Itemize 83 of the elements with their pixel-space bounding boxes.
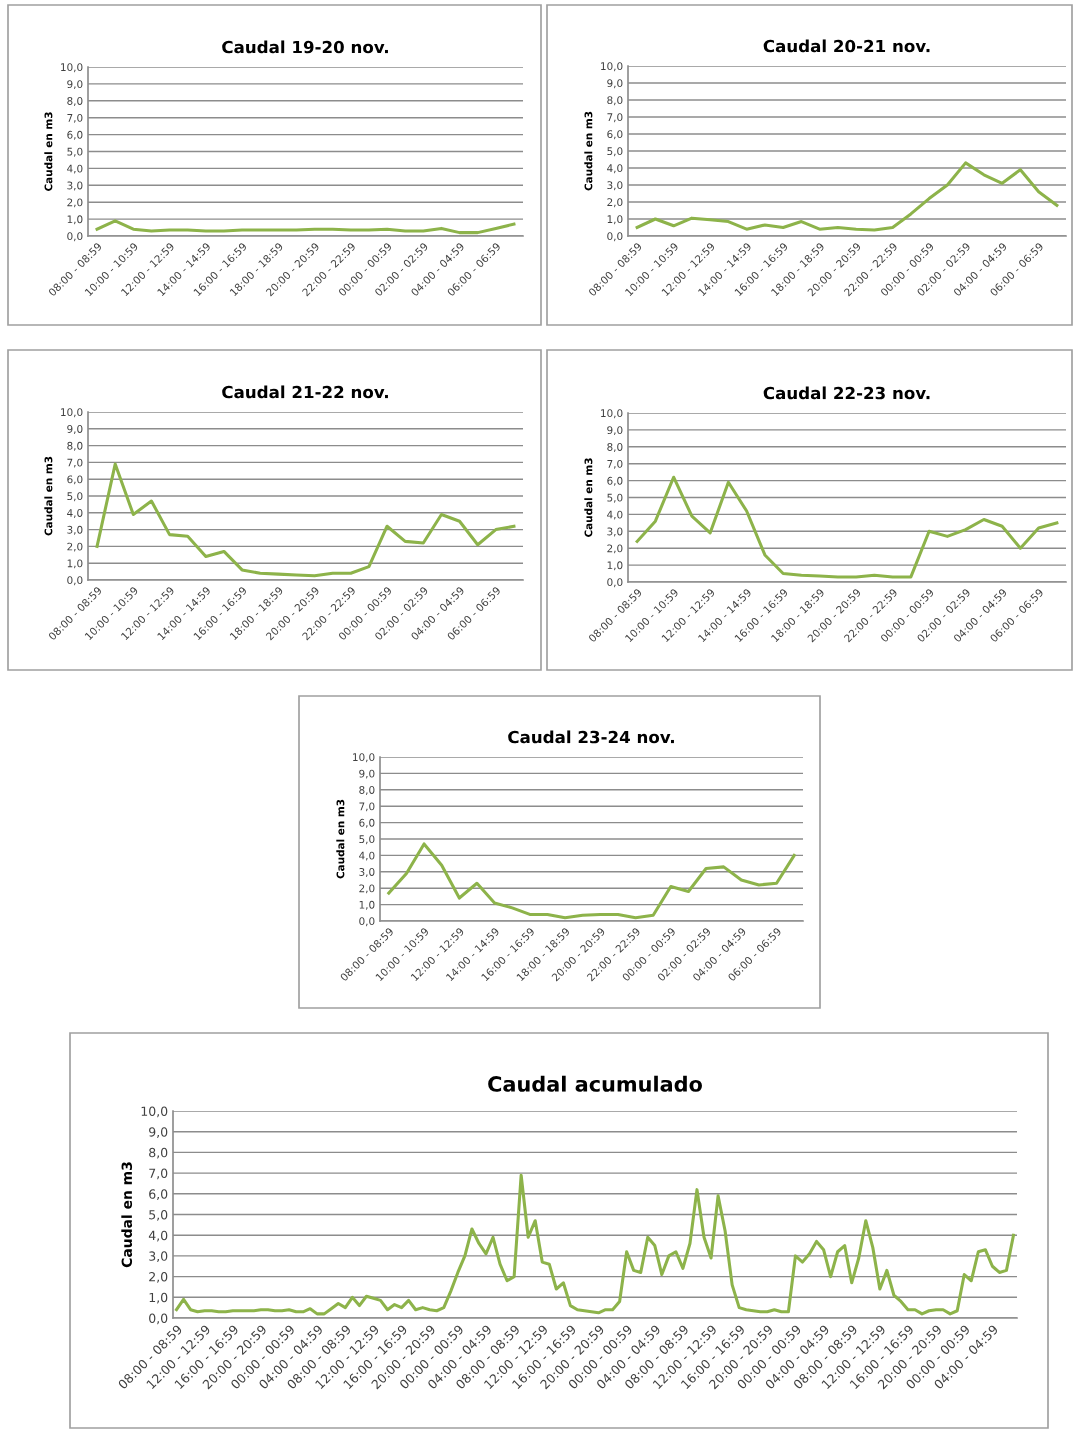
y-tick-label: 1,0 (607, 215, 623, 225)
y-tick-label: 2,0 (67, 542, 83, 552)
y-tick-label: 3,0 (149, 1251, 168, 1263)
y-tick-label: 9,0 (607, 426, 623, 436)
y-tick-label: 2,0 (149, 1272, 168, 1283)
line-series (635, 161, 1059, 232)
y-tick-label: 5,0 (607, 147, 623, 157)
y-tick-label: 6,0 (67, 475, 83, 485)
line-series (95, 219, 516, 235)
y-tick-label: 4,0 (607, 510, 623, 520)
y-tick-label: 10,0 (141, 1106, 168, 1118)
y-tick-label: 2,0 (607, 198, 623, 208)
y-tick-label: 2,0 (67, 198, 83, 208)
y-tick-label: 6,0 (607, 130, 623, 140)
y-tick-label: 10,0 (601, 409, 623, 419)
y-tick-label: 6,0 (359, 818, 375, 828)
y-tick-label: 0,0 (67, 232, 83, 242)
chart-title: Caudal 21-22 nov. (222, 385, 388, 399)
y-tick-label: 1,0 (359, 900, 375, 910)
y-tick-label: 1,0 (67, 559, 83, 569)
y-tick-label: 3,0 (67, 525, 83, 535)
y-tick-label: 0,0 (607, 232, 623, 242)
y-tick-label: 7,0 (67, 458, 83, 468)
y-tick-label: 8,0 (67, 97, 83, 106)
y-tick-label: 9,0 (67, 425, 83, 434)
y-tick-label: 4,0 (359, 851, 375, 861)
y-tick-label: 3,0 (359, 868, 375, 877)
y-tick-label: 5,0 (359, 835, 375, 845)
y-tick-label: 7,0 (67, 113, 83, 123)
y-tick-label: 5,0 (607, 493, 623, 503)
y-tick-label: 10,0 (601, 62, 623, 72)
y-tick-label: 6,0 (607, 476, 623, 486)
chart-title: Caudal acumulado (488, 1075, 702, 1092)
y-tick-label: 7,0 (359, 802, 375, 812)
chart-title: Caudal 23-24 nov. (508, 730, 674, 744)
y-tick-label: 1,0 (149, 1292, 168, 1304)
y-tick-label: 3,0 (607, 181, 623, 191)
y-tick-label: 0,0 (67, 576, 83, 586)
y-tick-label: 9,0 (67, 80, 83, 90)
y-tick-label: 10,0 (61, 63, 83, 73)
y-axis-title: Caudal en m3 (121, 1162, 133, 1268)
y-tick-label: 3,0 (607, 527, 623, 537)
y-tick-label: 10,0 (353, 753, 375, 763)
y-tick-label: 0,0 (359, 917, 375, 927)
line-series (387, 842, 796, 920)
chart-title: Caudal 20-21 nov. (763, 39, 930, 53)
y-tick-label: 2,0 (359, 884, 375, 894)
y-tick-label: 2,0 (607, 544, 623, 554)
chart-title: Caudal 19-20 nov. (222, 40, 388, 54)
y-tick-label: 8,0 (607, 443, 623, 452)
y-tick-label: 9,0 (149, 1127, 168, 1138)
y-tick-label: 4,0 (67, 164, 83, 174)
y-tick-label: 8,0 (359, 786, 375, 795)
y-tick-label: 4,0 (67, 509, 83, 518)
y-tick-label: 0,0 (607, 578, 623, 588)
y-tick-label: 5,0 (149, 1209, 168, 1221)
y-tick-label: 6,0 (149, 1189, 168, 1200)
y-tick-label: 6,0 (67, 130, 83, 140)
y-tick-label: 8,0 (607, 96, 623, 106)
y-tick-label: 3,0 (67, 181, 83, 191)
y-axis-title: Caudal en m3 (44, 456, 53, 536)
y-axis-title: Caudal en m3 (44, 112, 53, 191)
y-tick-label: 0,0 (149, 1313, 168, 1325)
y-tick-label: 4,0 (607, 164, 623, 174)
y-tick-label: 1,0 (607, 561, 623, 571)
y-tick-label: 9,0 (359, 769, 375, 779)
y-tick-label: 9,0 (607, 79, 623, 89)
y-axis-title: Caudal en m3 (584, 111, 593, 191)
line-series (95, 462, 516, 578)
y-tick-label: 5,0 (67, 147, 83, 157)
y-tick-label: 5,0 (67, 492, 83, 502)
y-tick-label: 8,0 (67, 441, 83, 451)
line-series (635, 475, 1059, 579)
y-tick-label: 1,0 (67, 215, 83, 225)
y-tick-label: 8,0 (149, 1147, 168, 1159)
y-tick-label: 10,0 (61, 408, 83, 418)
y-axis-title: Caudal en m3 (336, 799, 345, 879)
y-tick-label: 7,0 (607, 459, 623, 469)
y-tick-label: 7,0 (607, 113, 623, 123)
y-tick-label: 7,0 (149, 1168, 168, 1180)
y-axis-title: Caudal en m3 (584, 458, 593, 537)
y-tick-label: 4,0 (148, 1230, 168, 1242)
chart-title: Caudal 22-23 nov. (763, 386, 930, 400)
